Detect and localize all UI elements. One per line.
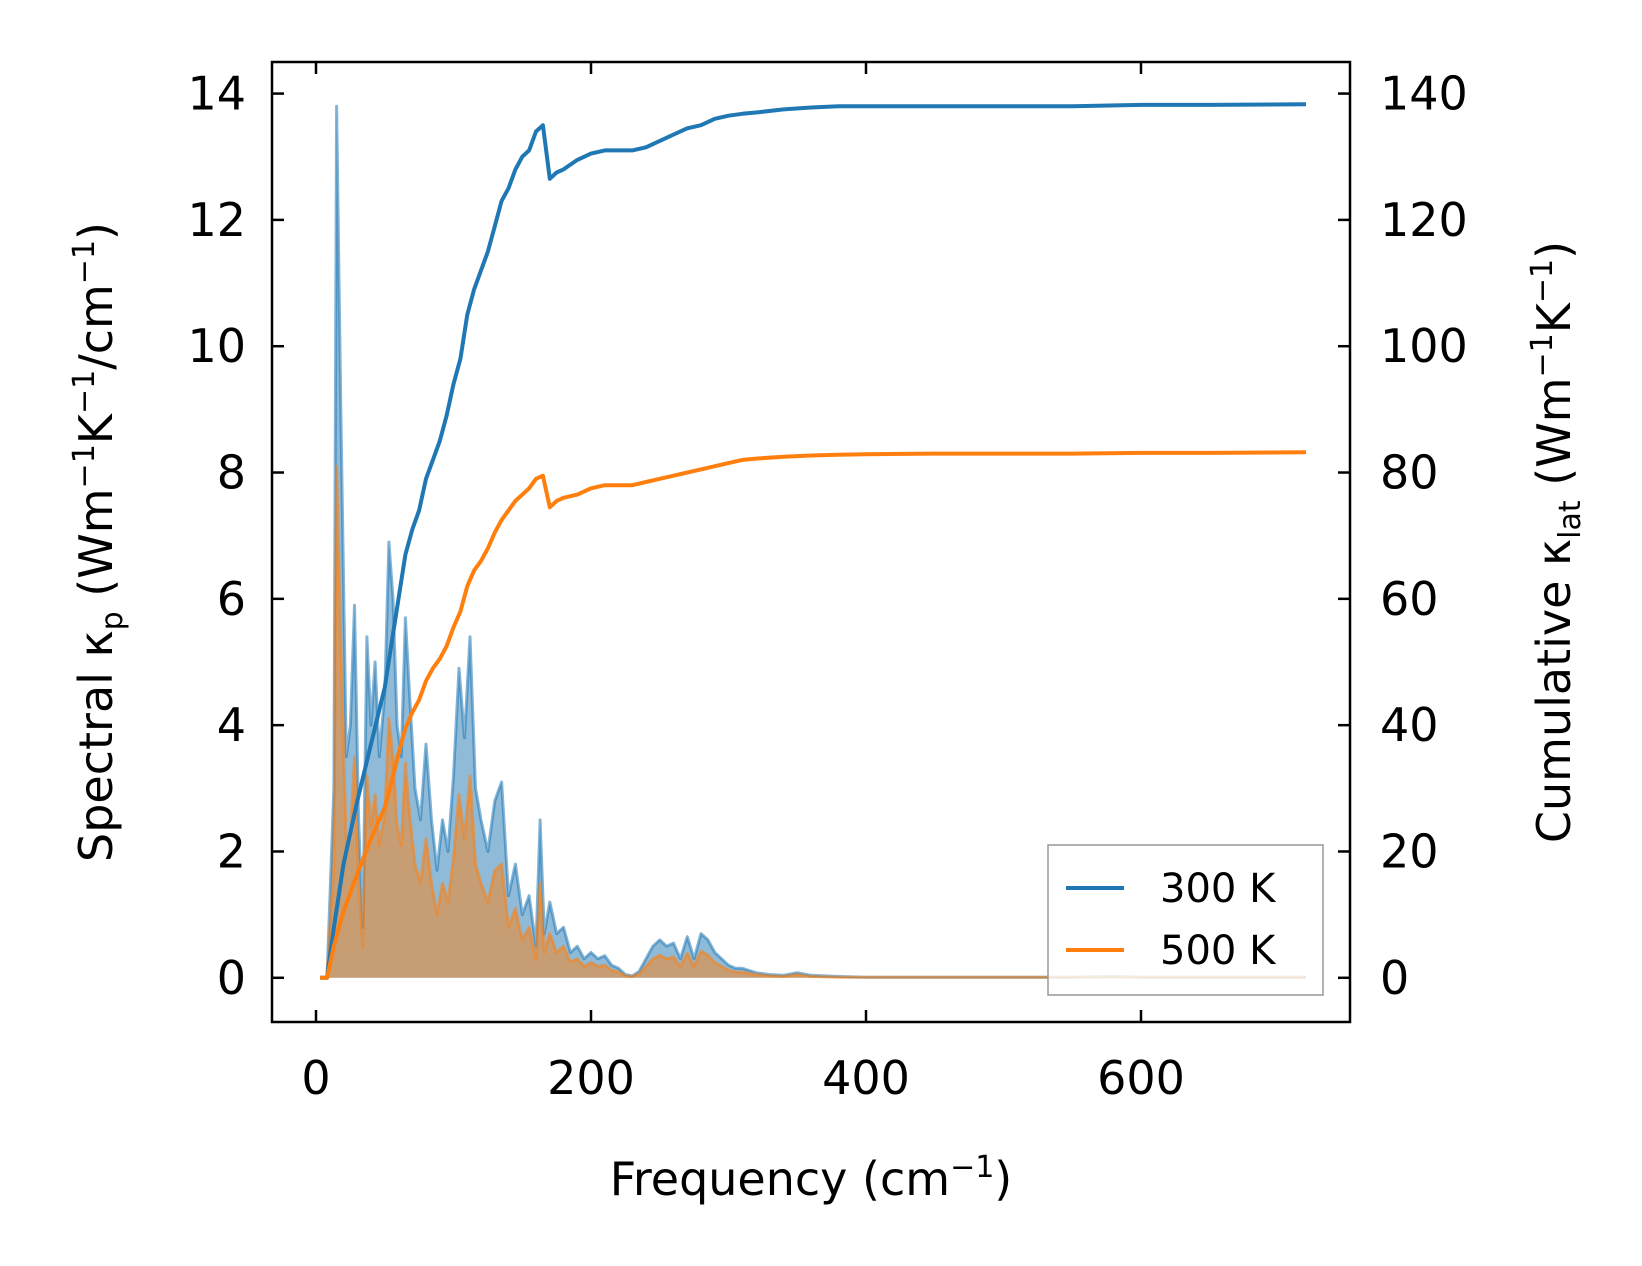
y-right-tick-label: 140 [1380, 67, 1468, 121]
cumulative-line-500k [320, 450, 1307, 980]
y-right-tick-label: 80 [1380, 446, 1439, 500]
y-left-tick-label: 0 [217, 951, 246, 1005]
y-right-tick-label: 20 [1380, 824, 1439, 878]
y-left-tick-label: 2 [217, 824, 246, 878]
x-tick-label: 200 [547, 1051, 635, 1105]
x-tick-label: 0 [301, 1051, 330, 1105]
y-left-axis-ticks: 0 2 4 6 8 10 12 14 [187, 67, 284, 1005]
plot-frame [270, 60, 1352, 1024]
y-right-tick-label: 100 [1380, 319, 1468, 373]
y-left-tick-label: 6 [217, 572, 246, 626]
y-left-tick-label: 12 [187, 193, 246, 247]
legend-label-500k: 500 K [1160, 928, 1277, 974]
y-right-tick-label: 40 [1380, 698, 1439, 752]
spectral-line-500k [320, 464, 1306, 980]
spectral-fill-500k [320, 466, 1307, 978]
x-axis-ticks: 0 200 400 600 [301, 62, 1185, 1105]
legend: 300 K 500 K [1047, 844, 1324, 996]
cumulative-lines [320, 102, 1307, 980]
y-left-tick-label: 10 [187, 319, 246, 373]
y-right-tick-label: 120 [1380, 193, 1468, 247]
legend-label-300k: 300 K [1160, 866, 1277, 912]
x-axis-title: Frequency (cm−1) [610, 1150, 1013, 1206]
y-right-axis-title: Cumulative κlat (Wm−1K−1) [1525, 241, 1588, 843]
spectral-fills [320, 106, 1307, 978]
y-left-tick-label: 8 [217, 446, 246, 500]
spectral-lines [320, 104, 1306, 980]
y-right-tick-label: 60 [1380, 572, 1439, 626]
cumulative-line-300k [320, 102, 1307, 980]
y-left-axis-title: Spectral κp (Wm−1K−1/cm−1) [67, 222, 130, 862]
legend-box [1047, 844, 1324, 996]
x-tick-label: 400 [822, 1051, 910, 1105]
y-right-tick-label: 0 [1380, 951, 1409, 1005]
y-left-tick-label: 14 [187, 67, 246, 121]
y-right-axis-ticks: 0 20 40 60 80 100 120 140 [1338, 67, 1468, 1005]
x-tick-label: 600 [1097, 1051, 1185, 1105]
y-left-tick-label: 4 [217, 698, 246, 752]
